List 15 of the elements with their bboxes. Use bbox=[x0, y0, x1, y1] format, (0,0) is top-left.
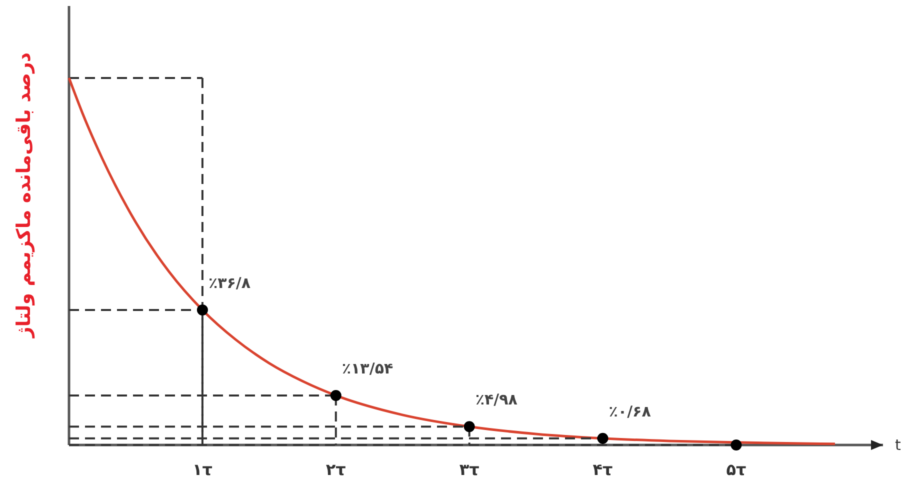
annotation: ٪۴/۹۸ bbox=[475, 390, 518, 409]
annotation: ٪۱۳/۵۴ bbox=[342, 359, 394, 378]
y-axis-title: درصد باقی‌مانده ماکزیمم ولتاژ bbox=[13, 52, 35, 339]
point bbox=[196, 304, 208, 316]
x-tick-label: ۳τ bbox=[459, 460, 480, 479]
x-axis-title: t bbox=[895, 436, 901, 454]
annotation: ٪۰/۶۸ bbox=[608, 402, 651, 420]
point bbox=[464, 421, 475, 432]
x-tick-label: ۵τ bbox=[726, 460, 746, 479]
x-tick-label: ۱τ bbox=[192, 460, 212, 479]
annotation: ٪۳۶/۸ bbox=[208, 274, 251, 292]
point bbox=[330, 390, 342, 401]
x-tick-label: ۲τ bbox=[326, 460, 346, 479]
x-tick-label: ۴τ bbox=[592, 460, 613, 479]
point bbox=[730, 440, 742, 450]
